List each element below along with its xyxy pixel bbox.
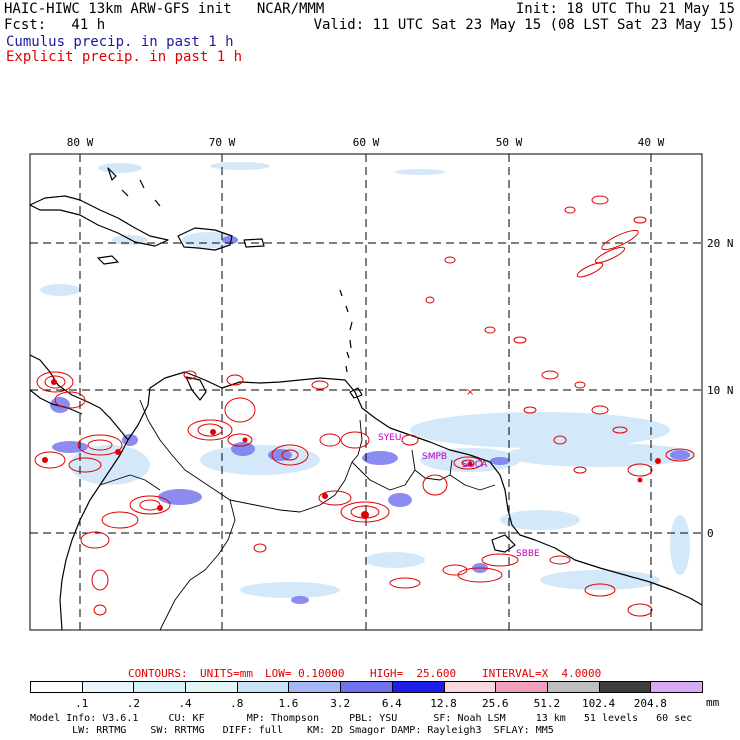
legend-cumulus: Cumulus precip. in past 1 h	[6, 34, 234, 50]
cumulus-blue-areas	[50, 236, 690, 604]
colorbar-swatch	[598, 681, 652, 693]
station-soca: SOCA	[462, 460, 488, 470]
init-time: Init: 18 UTC Thu 21 May 15	[515, 1, 735, 17]
colorbar-tick-label: 51.2	[533, 697, 561, 710]
lon-label-70w: 70 W	[209, 136, 236, 149]
model-info-line1: Model Info: V3.6.1 CU: KF MP: Thompson P…	[30, 713, 693, 724]
lat-label-0: 0	[707, 527, 714, 540]
lon-label-50w: 50 W	[496, 136, 523, 149]
contours-high: HIGH= 25.600	[370, 667, 457, 680]
colorbar-swatch	[81, 681, 135, 693]
legend-explicit: Explicit precip. in past 1 h	[6, 49, 243, 65]
station-sbbe: SBBE	[516, 549, 540, 559]
colorbar-tick-label: .2	[126, 697, 140, 710]
colorbar-swatch	[288, 681, 342, 693]
lat-label-20n: 20 N	[707, 237, 734, 250]
colorbar-swatch	[650, 681, 703, 693]
lon-label-60w: 60 W	[353, 136, 380, 149]
colorbar-tick-label: 3.2	[330, 697, 351, 710]
station-labels: SYEU SMPB SOCA SBBE	[378, 433, 540, 559]
colorbar-swatch	[133, 681, 187, 693]
map-frame	[29, 153, 703, 631]
colorbar-swatch	[546, 681, 600, 693]
model-title: HAIC-HIWC 13km ARW-GFS init NCAR/MMM	[4, 1, 325, 17]
lon-label-80w: 80 W	[67, 136, 94, 149]
contours-units: UNITS=mm	[200, 667, 253, 680]
colorbar-swatch	[236, 681, 290, 693]
colorbar-tick-label: 102.4	[582, 697, 616, 710]
colorbar-tick-label: 1.6	[278, 697, 299, 710]
colorbar-tick-label: .1	[75, 697, 89, 710]
contours-low: LOW= 0.10000	[265, 667, 345, 680]
forecast-hour: Fcst: 41 h	[4, 17, 106, 33]
marker-cross: ×	[466, 387, 474, 398]
lon-label-40w: 40 W	[638, 136, 665, 149]
colorbar-swatch	[30, 681, 83, 693]
colorbar-tick-label: 6.4	[381, 697, 402, 710]
colorbar-tick-label: .4	[178, 697, 192, 710]
colorbar-tick-label: 12.8	[430, 697, 457, 710]
colorbar-unit: mm	[706, 696, 720, 709]
colorbar-swatch	[340, 681, 393, 693]
colorbar-swatch	[495, 681, 548, 693]
valid-time: Valid: 11 UTC Sat 23 May 15 (08 LST Sat …	[313, 17, 735, 33]
station-syeu: SYEU	[378, 433, 401, 443]
colorbar-swatch	[185, 681, 238, 693]
colorbar-tick-label: .8	[230, 697, 244, 710]
contours-label: CONTOURS:	[128, 667, 188, 680]
explicit-precip-cores	[42, 379, 661, 519]
model-info-line2: LW: RRTMG SW: RRTMG DIFF: full KM: 2D Sm…	[30, 725, 554, 736]
colorbar-swatch	[443, 681, 497, 693]
contours-interval: INTERVAL=X 4.0000	[482, 667, 602, 680]
lat-label-10n: 10 N	[707, 384, 734, 397]
explicit-precip-contours	[34, 195, 695, 617]
station-smpb: SMPB	[422, 452, 447, 462]
colorbar-swatch	[391, 681, 445, 693]
colorbar-tick-label: 25.6	[481, 697, 509, 710]
colorbar-tick-label: 204.8	[633, 697, 667, 710]
